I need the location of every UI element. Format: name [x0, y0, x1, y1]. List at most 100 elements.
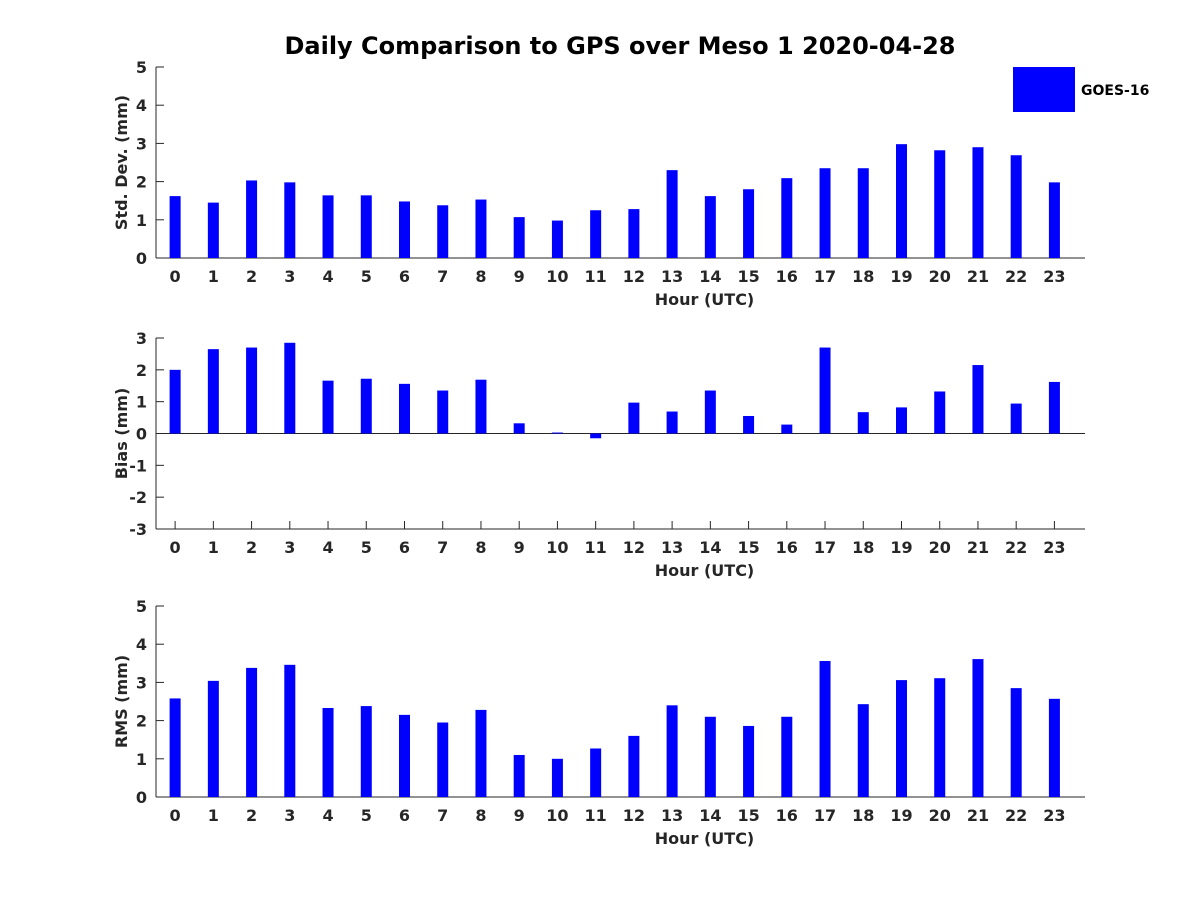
- bar: [934, 150, 946, 258]
- bar: [819, 661, 831, 797]
- y-tick-label: 1: [136, 211, 147, 230]
- bar: [857, 412, 869, 434]
- x-tick-label: 14: [699, 267, 721, 286]
- x-tick-label: 13: [661, 806, 683, 825]
- y-tick-label: 2: [136, 361, 147, 380]
- x-tick-label: 11: [585, 267, 607, 286]
- x-tick-label: 7: [437, 806, 448, 825]
- bar: [895, 680, 907, 797]
- x-tick-label: 20: [929, 267, 951, 286]
- bar: [1048, 698, 1060, 797]
- bar: [704, 716, 716, 797]
- bar: [513, 754, 525, 797]
- bar: [398, 383, 410, 434]
- x-tick-label: 23: [1043, 267, 1065, 286]
- x-tick-label: 5: [361, 806, 372, 825]
- x-tick-label: 8: [475, 267, 486, 286]
- bar: [551, 432, 563, 434]
- bar: [895, 144, 907, 258]
- x-tick-label: 18: [852, 267, 874, 286]
- x-tick-label: 20: [929, 806, 951, 825]
- x-axis-label: Hour (UTC): [655, 561, 755, 580]
- bar: [475, 379, 487, 434]
- bar: [1048, 381, 1060, 434]
- y-tick-label: 3: [136, 329, 147, 348]
- x-tick-label: 0: [170, 538, 181, 557]
- x-tick-label: 12: [623, 806, 645, 825]
- y-tick-label: 1: [136, 393, 147, 412]
- bar: [895, 407, 907, 434]
- y-tick-label: 0: [136, 249, 147, 268]
- bar: [246, 180, 258, 258]
- x-tick-label: 3: [284, 267, 295, 286]
- bar: [972, 147, 984, 258]
- bar: [398, 201, 410, 258]
- bar: [972, 365, 984, 434]
- bar: [781, 716, 793, 797]
- legend-swatch: [1013, 67, 1075, 112]
- y-tick-label: -2: [129, 488, 147, 507]
- x-tick-label: 2: [246, 806, 257, 825]
- bar: [551, 758, 563, 797]
- bar: [628, 735, 640, 797]
- x-tick-label: 6: [399, 267, 410, 286]
- bar: [284, 342, 296, 434]
- x-tick-label: 18: [852, 806, 874, 825]
- x-tick-label: 18: [852, 538, 874, 557]
- bar: [934, 391, 946, 434]
- bar: [1010, 403, 1022, 434]
- bar: [704, 390, 716, 434]
- bar: [781, 424, 793, 434]
- bar: [743, 415, 755, 434]
- bar: [666, 411, 678, 434]
- x-tick-label: 21: [967, 806, 989, 825]
- bar: [284, 182, 296, 258]
- bar: [934, 678, 946, 797]
- bar: [169, 369, 181, 434]
- x-tick-label: 9: [514, 806, 525, 825]
- bar: [704, 196, 716, 258]
- x-tick-label: 5: [361, 538, 372, 557]
- x-tick-label: 23: [1043, 538, 1065, 557]
- x-tick-label: 3: [284, 538, 295, 557]
- y-tick-label: 5: [136, 597, 147, 616]
- x-tick-label: 7: [437, 538, 448, 557]
- x-tick-label: 12: [623, 267, 645, 286]
- x-tick-label: 15: [737, 538, 759, 557]
- bar: [666, 170, 678, 258]
- bar: [590, 748, 602, 797]
- bar: [513, 423, 525, 434]
- x-tick-label: 4: [322, 806, 333, 825]
- bar: [475, 199, 487, 258]
- y-tick-label: -3: [129, 520, 147, 539]
- y-tick-label: 2: [136, 712, 147, 731]
- bar: [284, 664, 296, 797]
- chart-title: Daily Comparison to GPS over Meso 1 2020…: [284, 32, 955, 60]
- legend-label: GOES-16: [1081, 83, 1149, 99]
- bar: [781, 178, 793, 258]
- bar: [857, 168, 869, 258]
- x-tick-label: 21: [967, 538, 989, 557]
- x-tick-label: 17: [814, 538, 836, 557]
- x-tick-label: 0: [170, 267, 181, 286]
- bar: [1048, 182, 1060, 258]
- x-tick-label: 9: [514, 267, 525, 286]
- bar: [322, 707, 334, 797]
- x-tick-label: 17: [814, 267, 836, 286]
- x-tick-label: 7: [437, 267, 448, 286]
- x-tick-label: 11: [585, 538, 607, 557]
- bar: [169, 698, 181, 797]
- x-tick-label: 12: [623, 538, 645, 557]
- bar: [551, 220, 563, 258]
- x-tick-label: 6: [399, 806, 410, 825]
- x-tick-label: 9: [514, 538, 525, 557]
- x-tick-label: 13: [661, 267, 683, 286]
- x-tick-label: 6: [399, 538, 410, 557]
- x-tick-label: 22: [1005, 538, 1027, 557]
- x-tick-label: 5: [361, 267, 372, 286]
- x-tick-label: 22: [1005, 267, 1027, 286]
- y-tick-label: 1: [136, 750, 147, 769]
- bar: [819, 347, 831, 434]
